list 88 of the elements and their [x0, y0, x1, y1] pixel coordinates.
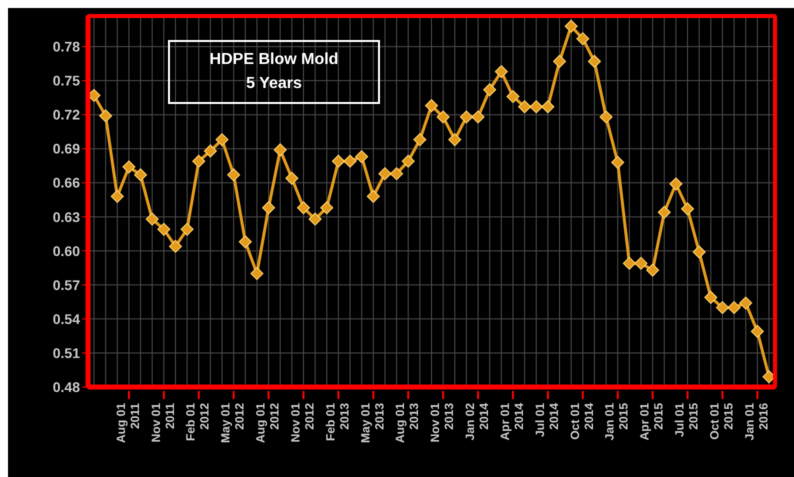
y-tick-label: 0.75	[52, 72, 80, 89]
point	[518, 100, 532, 114]
point	[157, 222, 170, 236]
x-tick-label: Feb 01 2013	[323, 402, 352, 442]
point	[378, 167, 392, 180]
point	[320, 201, 334, 214]
point	[530, 100, 543, 114]
point	[180, 222, 194, 236]
x-tick-label: Aug 01 2011	[114, 402, 142, 444]
point	[646, 264, 660, 277]
point	[704, 290, 718, 304]
point	[460, 110, 473, 124]
point	[728, 301, 741, 314]
point	[669, 177, 682, 190]
point	[588, 54, 601, 68]
point	[750, 324, 764, 338]
point	[344, 154, 357, 168]
y-tick-label: 0.66	[52, 174, 80, 191]
point	[739, 296, 752, 310]
point	[285, 172, 298, 185]
x-tick-label: Oct 01 2015	[707, 402, 736, 440]
title-box: HDPE Blow Mold 5 Years	[168, 40, 380, 104]
point	[622, 256, 636, 270]
point	[483, 83, 496, 96]
x-tick-label: Nov 01 2011	[148, 402, 177, 442]
y-tick-label: 0.69	[52, 140, 80, 157]
point	[296, 201, 310, 214]
point	[262, 201, 276, 214]
point	[564, 20, 578, 33]
x-tick-label: Nov 01 2013	[428, 402, 456, 442]
x-tick-label: Jan 02 2014	[463, 402, 492, 440]
x-tick-label: Aug 01 2012	[254, 402, 282, 444]
y-tick-label: 0.78	[52, 38, 80, 55]
point	[472, 110, 485, 124]
x-tick-label: Jan 01 2016	[742, 402, 770, 440]
y-tick-label: 0.60	[52, 242, 80, 259]
point	[146, 212, 159, 226]
x-tick-label: Oct 01 2014	[568, 402, 596, 440]
point	[402, 154, 415, 168]
y-tick-label: 0.57	[52, 276, 80, 293]
y-tick-label: 0.51	[52, 344, 80, 361]
point	[436, 110, 450, 124]
point	[716, 301, 729, 314]
point	[390, 167, 404, 180]
point	[192, 154, 206, 168]
point	[634, 256, 648, 270]
point	[332, 154, 345, 168]
point	[553, 54, 566, 68]
x-tick-label: Apr 01 2015	[638, 402, 666, 440]
x-tick-label: Jul 01 2014	[532, 402, 561, 438]
point	[134, 168, 148, 182]
x-tick-label: May 01 2013	[358, 402, 386, 444]
x-tick-label: Jan 01 2015	[602, 402, 631, 440]
point	[692, 245, 706, 258]
point	[204, 144, 217, 158]
point	[308, 212, 322, 226]
point	[413, 133, 426, 146]
point	[99, 109, 112, 122]
y-tick-label: 0.63	[52, 208, 80, 225]
point	[122, 160, 136, 174]
x-tick-label: May 01 2012	[218, 402, 247, 444]
point	[681, 202, 694, 216]
x-tick-label: Aug 01 2013	[393, 402, 422, 444]
point	[274, 143, 287, 156]
x-tick-label: Jul 01 2015	[672, 402, 701, 438]
point	[168, 240, 182, 253]
y-tick-label: 0.54	[52, 310, 80, 327]
x-tick-label: Feb 01 2012	[184, 402, 212, 442]
point	[425, 99, 438, 112]
point	[541, 100, 554, 114]
point	[250, 267, 264, 280]
y-tick-label: 0.72	[52, 106, 80, 123]
point	[216, 133, 229, 146]
y-tick-label: 0.48	[52, 378, 80, 395]
x-tick-label: Apr 01 2014	[498, 402, 526, 440]
point	[110, 190, 124, 203]
point	[355, 150, 368, 164]
point	[366, 190, 380, 203]
point	[658, 206, 671, 219]
point	[506, 90, 520, 104]
point	[611, 156, 624, 169]
point	[600, 110, 613, 124]
point	[238, 235, 252, 248]
point	[494, 65, 508, 78]
x-tick-label: Nov 01 2012	[288, 402, 316, 442]
point	[448, 133, 462, 146]
point	[227, 168, 240, 182]
point	[576, 32, 590, 46]
